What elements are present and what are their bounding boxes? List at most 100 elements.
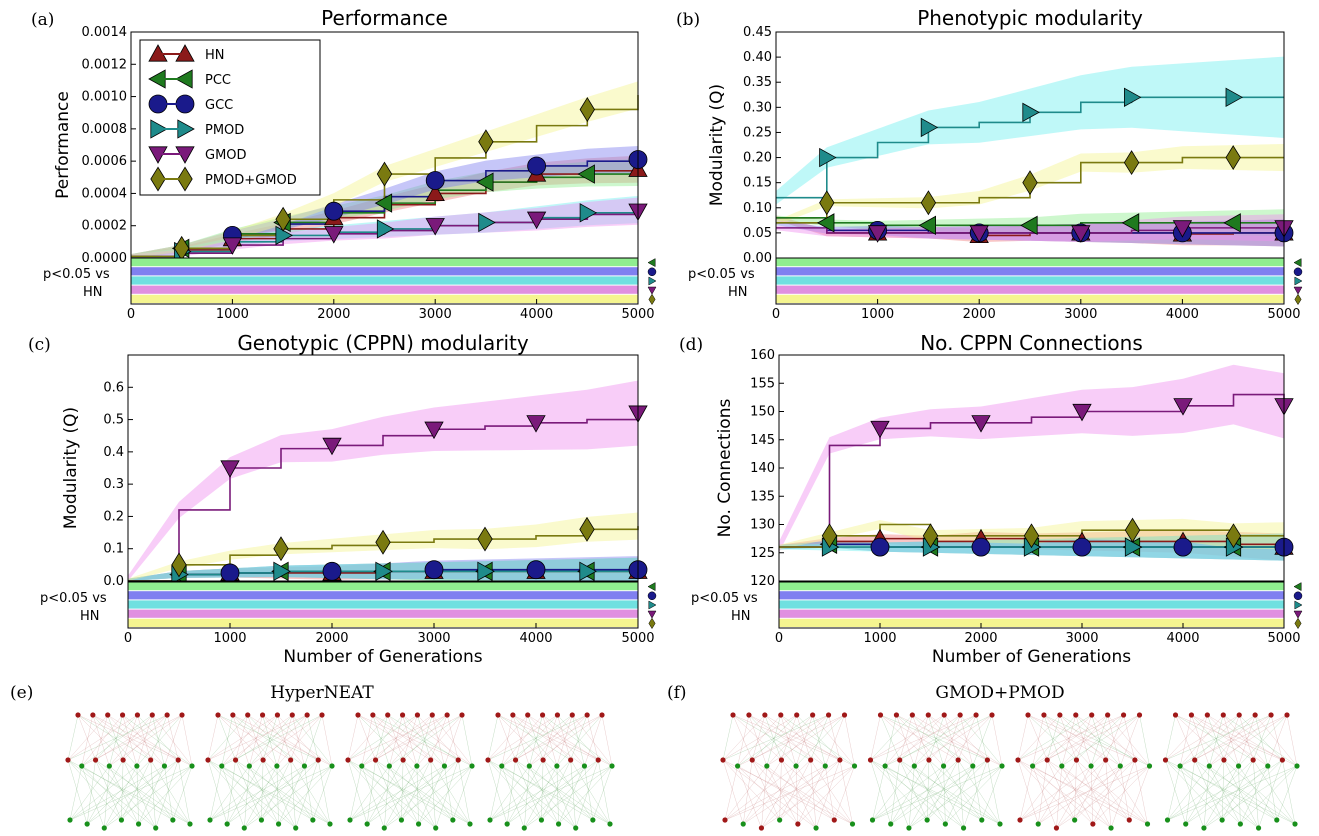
node	[893, 712, 900, 718]
sig-legend-marker	[647, 610, 657, 619]
edge	[556, 765, 594, 821]
data-point	[922, 523, 939, 549]
edge	[1032, 765, 1130, 821]
sig-label-hn: HN	[80, 609, 100, 624]
edge	[1038, 759, 1136, 825]
edge	[1175, 714, 1225, 761]
data-point	[1124, 87, 1142, 107]
edge	[524, 765, 530, 829]
node	[1172, 712, 1179, 718]
x-tick-label: 4000	[1166, 631, 1199, 646]
edge	[501, 765, 593, 821]
edge	[529, 714, 603, 767]
data-point	[478, 212, 496, 233]
edge	[1167, 765, 1181, 821]
edge	[1239, 714, 1283, 761]
edge	[515, 759, 542, 821]
node	[79, 763, 85, 769]
data-point	[971, 537, 991, 557]
sig-frame	[778, 581, 1285, 629]
chart-panel-2: (b) Phenotypic modularity Modularity (Q) 0.…	[676, 6, 1303, 322]
data-point	[1071, 225, 1091, 243]
edge	[444, 714, 463, 767]
edge	[290, 759, 331, 825]
series-line	[128, 413, 639, 582]
edge	[77, 714, 96, 761]
node	[399, 712, 406, 718]
edge	[384, 765, 418, 829]
node	[487, 817, 493, 823]
sig-label: p<0.05 vs	[40, 591, 107, 606]
edge	[107, 714, 151, 761]
node	[554, 712, 561, 718]
node	[329, 763, 335, 769]
node	[455, 757, 461, 763]
edge	[402, 714, 418, 767]
node	[512, 757, 519, 763]
edge	[207, 759, 296, 829]
data-point	[220, 563, 240, 583]
sig-legend-marker	[648, 600, 657, 610]
node	[120, 757, 126, 763]
edge	[779, 759, 811, 821]
node	[289, 712, 295, 718]
edge	[389, 714, 463, 767]
edge	[217, 714, 319, 761]
edge	[761, 765, 826, 829]
sig-legend-marker	[1294, 617, 1302, 630]
edge	[1120, 714, 1140, 767]
edge	[943, 714, 961, 767]
edge	[1207, 714, 1254, 761]
significance-strip	[779, 609, 1284, 618]
edge	[1046, 759, 1075, 821]
edge	[347, 714, 448, 761]
edge	[1175, 714, 1283, 761]
node	[118, 817, 125, 823]
edge	[217, 714, 264, 761]
edge	[1221, 759, 1283, 821]
node	[911, 763, 917, 769]
x-tick-label: 3000	[417, 631, 450, 646]
node	[161, 763, 168, 769]
edge	[743, 759, 811, 825]
node	[746, 712, 752, 718]
edge	[899, 714, 913, 761]
node	[504, 821, 510, 827]
data-point	[425, 183, 445, 202]
edge	[926, 759, 959, 821]
edge	[109, 714, 153, 767]
edge	[232, 714, 333, 767]
edge	[1194, 759, 1296, 825]
edge	[77, 714, 124, 761]
edge	[872, 765, 973, 821]
edge	[880, 714, 988, 761]
edge	[542, 759, 611, 825]
edge	[1059, 714, 1106, 761]
edge	[69, 765, 138, 821]
data-point	[870, 420, 890, 439]
data-point	[526, 415, 546, 433]
edge	[810, 759, 853, 825]
edge	[261, 759, 264, 821]
node	[1235, 763, 1242, 769]
edge	[235, 759, 262, 821]
node	[359, 763, 365, 769]
y-tick-label: 140	[750, 461, 775, 476]
significance-strip	[779, 600, 1284, 609]
edge	[1056, 765, 1150, 829]
edge	[104, 765, 165, 829]
edge	[262, 714, 278, 767]
edge	[752, 759, 853, 825]
sig-legend-marker	[1293, 582, 1302, 592]
edge	[357, 714, 431, 761]
edge	[722, 759, 853, 825]
significance-strip	[131, 258, 638, 267]
edge	[779, 759, 841, 821]
edge	[387, 714, 431, 761]
node	[970, 763, 976, 769]
y-tick-label: 0.00	[743, 251, 772, 266]
node	[293, 825, 299, 831]
edge	[541, 759, 571, 821]
edge	[387, 714, 459, 761]
